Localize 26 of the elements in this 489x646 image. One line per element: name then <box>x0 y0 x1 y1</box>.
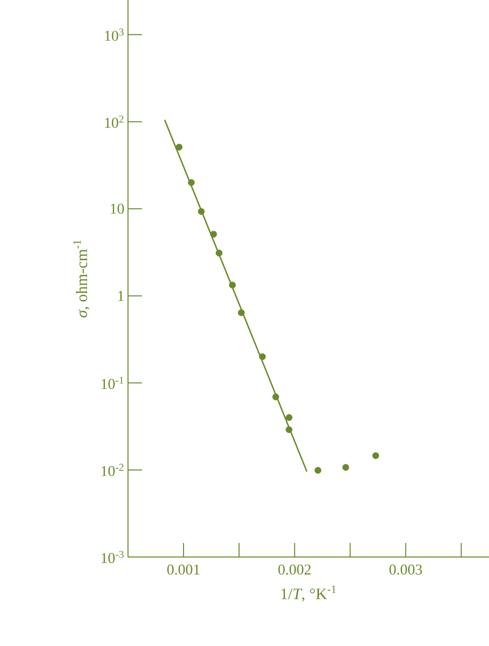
x-tick-label: 0.002 <box>278 564 311 575</box>
y-tick-label: 10$^{3}$ <box>105 28 124 41</box>
point <box>272 394 280 400</box>
point <box>286 426 292 434</box>
x-axis-title: 1/T, °K$^{-1}$ <box>281 586 336 602</box>
y-tick-label: 10$^{-1}$ <box>102 376 124 390</box>
point <box>198 208 205 215</box>
y-tick-label: 10$^{-3}$ <box>102 550 124 564</box>
point <box>314 466 322 474</box>
point <box>229 282 236 288</box>
point <box>216 250 222 256</box>
y-tick-label: 10 <box>110 204 124 214</box>
point <box>210 230 217 238</box>
x-tick-label: 0.003 <box>389 564 422 575</box>
point <box>188 179 195 186</box>
y-tick-label: 10$^{-2}$ <box>102 464 124 476</box>
point <box>372 452 380 460</box>
point <box>342 464 350 471</box>
y-tick-label: 1 <box>118 290 124 301</box>
point <box>176 144 182 151</box>
point <box>259 353 266 360</box>
y-tick-label: 10$^{2}$ <box>105 116 124 128</box>
point <box>238 309 245 316</box>
y-axis-title: σ, ohm-cm$^{-1}$ <box>73 240 90 318</box>
point <box>286 414 292 421</box>
x-tick-label: 0.001 <box>167 564 200 575</box>
